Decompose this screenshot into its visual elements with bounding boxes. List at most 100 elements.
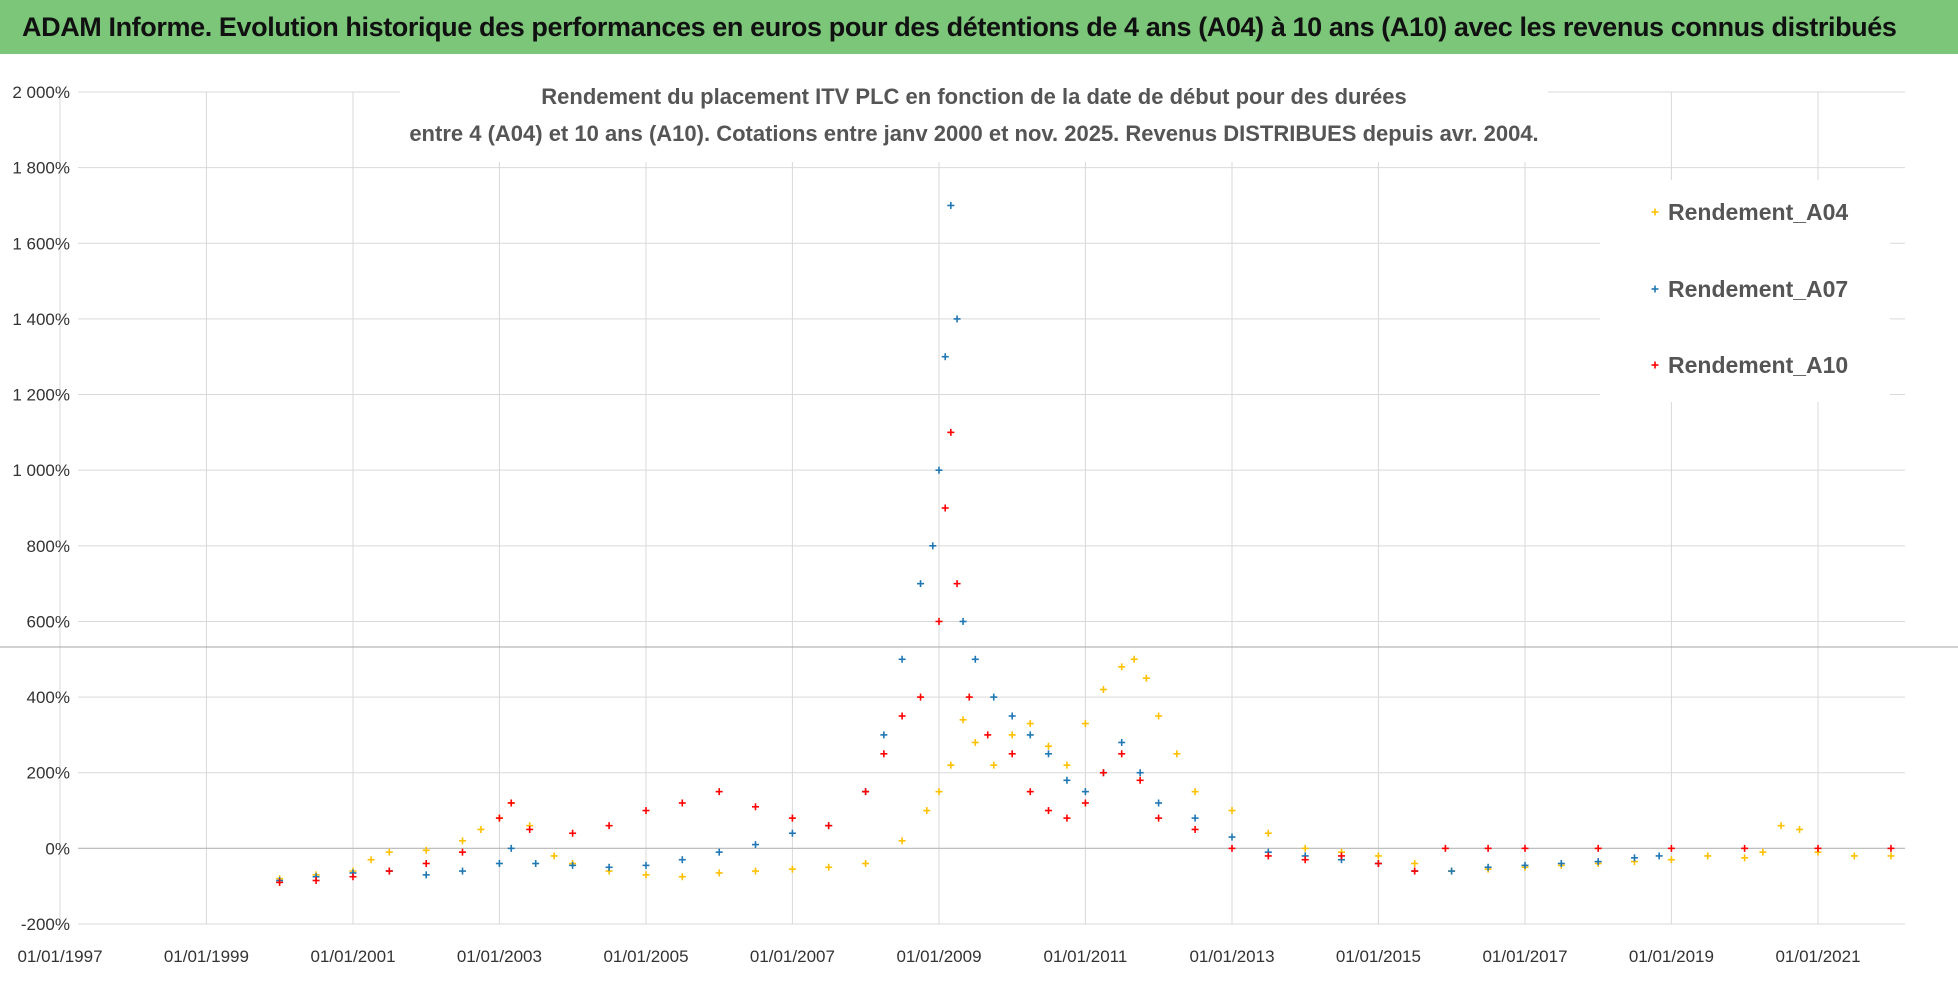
data-point — [1118, 663, 1126, 671]
data-point — [941, 504, 949, 512]
data-point — [898, 837, 906, 845]
y-tick-label: 1 200% — [12, 386, 70, 405]
chart-title-line2: entre 4 (A04) et 10 ans (A10). Cotations… — [409, 121, 1538, 146]
data-point — [971, 655, 979, 663]
y-tick-label: 0% — [45, 839, 70, 858]
x-tick-label: 01/01/1999 — [164, 947, 249, 966]
data-point — [959, 716, 967, 724]
data-point — [1301, 844, 1309, 852]
data-point — [788, 814, 796, 822]
data-point — [1777, 822, 1785, 830]
y-tick-label: 2 000% — [12, 83, 70, 102]
data-point — [1264, 852, 1272, 860]
data-point — [990, 693, 998, 701]
data-point — [1130, 655, 1138, 663]
data-point — [1374, 852, 1382, 860]
data-point — [1008, 750, 1016, 758]
data-point — [1441, 844, 1449, 852]
data-point — [788, 829, 796, 837]
data-point — [1228, 844, 1236, 852]
data-point — [1228, 807, 1236, 815]
data-point — [1264, 829, 1272, 837]
data-point — [1667, 856, 1675, 864]
data-point — [1301, 856, 1309, 864]
data-point — [1081, 799, 1089, 807]
legend-label: Rendement_A04 — [1668, 199, 1848, 225]
data-point — [1448, 867, 1456, 875]
data-point — [1063, 761, 1071, 769]
data-point — [507, 844, 515, 852]
data-point — [1655, 852, 1663, 860]
data-point — [898, 712, 906, 720]
data-point — [312, 877, 320, 885]
y-tick-label: 600% — [27, 612, 70, 631]
data-point — [1887, 852, 1895, 860]
data-point — [1741, 844, 1749, 852]
data-point — [422, 846, 430, 854]
data-point — [276, 878, 284, 886]
data-point — [1191, 788, 1199, 796]
data-point — [825, 822, 833, 830]
data-point — [1759, 848, 1767, 856]
x-tick-label: 01/01/2015 — [1336, 947, 1421, 966]
x-tick-label: 01/01/2021 — [1775, 947, 1860, 966]
data-point — [1155, 799, 1163, 807]
data-point — [1228, 833, 1236, 841]
data-point — [1191, 814, 1199, 822]
data-point — [1594, 844, 1602, 852]
data-point — [880, 750, 888, 758]
data-point — [422, 871, 430, 879]
data-point — [1521, 861, 1529, 869]
data-point — [1796, 825, 1804, 833]
data-point — [862, 859, 870, 867]
x-tick-label: 01/01/2011 — [1043, 947, 1127, 966]
data-point — [788, 865, 796, 873]
data-point — [880, 731, 888, 739]
legend-label: Rendement_A10 — [1668, 352, 1848, 378]
data-point — [965, 693, 973, 701]
data-point — [751, 803, 759, 811]
data-point — [385, 867, 393, 875]
data-point — [1850, 852, 1858, 860]
x-tick-label: 01/01/2009 — [896, 947, 981, 966]
data-point — [751, 867, 759, 875]
data-point — [1630, 854, 1638, 862]
data-point — [1136, 769, 1144, 777]
data-point — [1557, 859, 1565, 867]
data-point — [941, 353, 949, 361]
data-point — [1142, 674, 1150, 682]
y-tick-label: 1 000% — [12, 461, 70, 480]
data-point — [1118, 738, 1126, 746]
data-point — [1374, 859, 1382, 867]
x-tick-label: 01/01/1997 — [17, 947, 102, 966]
data-point — [1337, 852, 1345, 860]
x-tick-label: 01/01/2019 — [1629, 947, 1714, 966]
data-point — [507, 799, 515, 807]
data-point — [917, 580, 925, 588]
x-tick-label: 01/01/2003 — [457, 947, 542, 966]
data-point — [715, 869, 723, 877]
y-tick-label: 800% — [27, 537, 70, 556]
data-point — [825, 863, 833, 871]
data-point — [642, 861, 650, 869]
data-point — [751, 841, 759, 849]
x-axis: 01/01/1997 01/01/1999 01/01/2001 01/01/2003… — [17, 947, 1860, 966]
y-tick-label: 200% — [27, 764, 70, 783]
data-point — [477, 825, 485, 833]
data-point — [917, 693, 925, 701]
y-axis: -200% 0% 200% 400% 600% 800% 1 000% 1 200% 1 400… — [12, 83, 70, 934]
data-point — [984, 731, 992, 739]
data-point — [1044, 807, 1052, 815]
data-point — [959, 617, 967, 625]
data-point — [1099, 686, 1107, 694]
data-point — [1026, 788, 1034, 796]
data-point — [1026, 720, 1034, 728]
data-point — [367, 856, 375, 864]
data-point — [550, 852, 558, 860]
data-point — [947, 201, 955, 209]
y-tick-label: 1 400% — [12, 310, 70, 329]
chart-title-box — [400, 76, 1548, 162]
page-banner-title: ADAM Informe. Evolution historique des p… — [0, 0, 1958, 54]
data-point — [1081, 720, 1089, 728]
data-point — [971, 738, 979, 746]
